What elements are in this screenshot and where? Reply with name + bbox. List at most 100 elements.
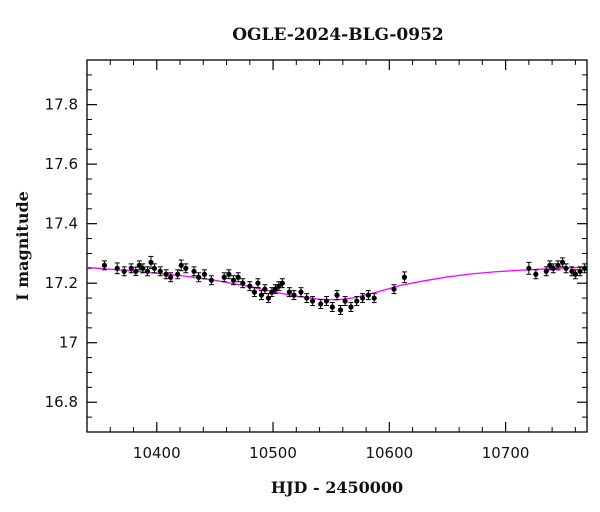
data-point: [582, 263, 587, 274]
y-tick-label: 17.8: [45, 96, 78, 114]
point-marker: [157, 268, 163, 274]
data-point: [318, 299, 324, 309]
data-point: [348, 302, 354, 312]
data-point: [191, 266, 197, 277]
data-point: [323, 296, 330, 307]
point-marker: [168, 274, 174, 280]
data-point: [572, 269, 578, 280]
data-point: [221, 272, 227, 283]
x-tick-label: 10500: [249, 444, 297, 462]
data-point: [337, 305, 344, 315]
point-marker: [555, 262, 561, 268]
data-point: [401, 271, 408, 284]
data-point: [365, 290, 371, 301]
point-marker: [279, 280, 285, 286]
point-marker: [329, 304, 335, 310]
point-marker: [101, 262, 108, 268]
point-marker: [247, 283, 253, 289]
y-axis-label: I magnitude: [13, 191, 32, 301]
point-marker: [140, 265, 146, 271]
data-point: [563, 263, 569, 274]
data-point: [235, 272, 241, 283]
data-point: [309, 296, 316, 307]
data-point: [226, 269, 232, 280]
point-marker: [533, 271, 539, 277]
data-point: [291, 290, 297, 301]
point-marker: [151, 265, 158, 271]
data-point: [550, 263, 556, 274]
data-point: [533, 269, 539, 280]
y-tick-label: 17: [59, 334, 78, 352]
point-marker: [298, 289, 304, 295]
point-marker: [183, 265, 189, 271]
data-point: [178, 259, 184, 272]
y-tick-label: 16.8: [45, 393, 78, 411]
point-marker: [221, 274, 227, 280]
point-marker: [365, 292, 371, 298]
data-point: [251, 287, 258, 298]
point-marker: [208, 277, 215, 283]
data-point: [168, 272, 174, 283]
point-marker: [114, 265, 120, 271]
point-marker: [286, 289, 292, 295]
point-marker: [251, 289, 258, 295]
point-marker: [334, 292, 340, 298]
point-marker: [342, 298, 348, 304]
data-point: [121, 266, 127, 277]
x-axis-label: HJD - 2450000: [271, 478, 403, 497]
data-point: [157, 266, 163, 277]
point-marker: [309, 298, 316, 304]
y-tick-label: 17.6: [45, 155, 78, 173]
data-point: [175, 269, 181, 280]
point-marker: [354, 298, 360, 304]
data-point: [391, 284, 397, 295]
data-point: [163, 269, 169, 280]
data-point: [201, 269, 208, 280]
data-point: [359, 293, 366, 304]
data-point: [304, 293, 310, 304]
point-marker: [572, 271, 578, 277]
point-marker: [526, 265, 532, 271]
point-marker: [196, 274, 202, 280]
data-point: [526, 261, 532, 275]
point-marker: [191, 268, 197, 274]
data-point: [114, 262, 120, 275]
data-point: [265, 293, 271, 304]
point-marker: [359, 295, 366, 301]
point-marker: [550, 265, 556, 271]
x-tick-label: 10700: [482, 444, 530, 462]
point-marker: [318, 301, 324, 307]
point-marker: [144, 268, 151, 274]
point-marker: [163, 271, 169, 277]
data-point: [298, 287, 304, 298]
point-marker: [291, 292, 297, 298]
point-marker: [226, 271, 232, 277]
data-point: [140, 263, 146, 274]
data-point: [144, 266, 151, 277]
data-point: [101, 260, 108, 271]
data-point: [133, 266, 139, 276]
point-marker: [337, 307, 344, 313]
point-marker: [178, 262, 184, 268]
data-point: [354, 296, 360, 307]
data-point: [240, 278, 246, 289]
point-marker: [128, 265, 134, 271]
data-point: [555, 260, 561, 271]
y-tick-label: 17.2: [45, 274, 78, 292]
x-tick-label: 10400: [133, 444, 181, 462]
point-marker: [577, 268, 583, 274]
data-point: [543, 266, 549, 277]
data-point: [262, 284, 268, 295]
tick-labels: 10400 10500 10600 10700 16.8 17 17.2 17.4 17.6 17…: [45, 96, 530, 462]
point-marker: [582, 265, 587, 271]
data-point: [559, 257, 566, 268]
y-tick-label: 17.4: [45, 215, 78, 233]
data-point: [577, 266, 583, 277]
point-marker: [255, 280, 261, 286]
point-marker: [175, 271, 181, 277]
data-point: [258, 290, 265, 301]
data-layer: [87, 255, 587, 315]
point-marker: [235, 274, 241, 280]
data-point: [334, 290, 340, 301]
point-marker: [391, 286, 397, 292]
